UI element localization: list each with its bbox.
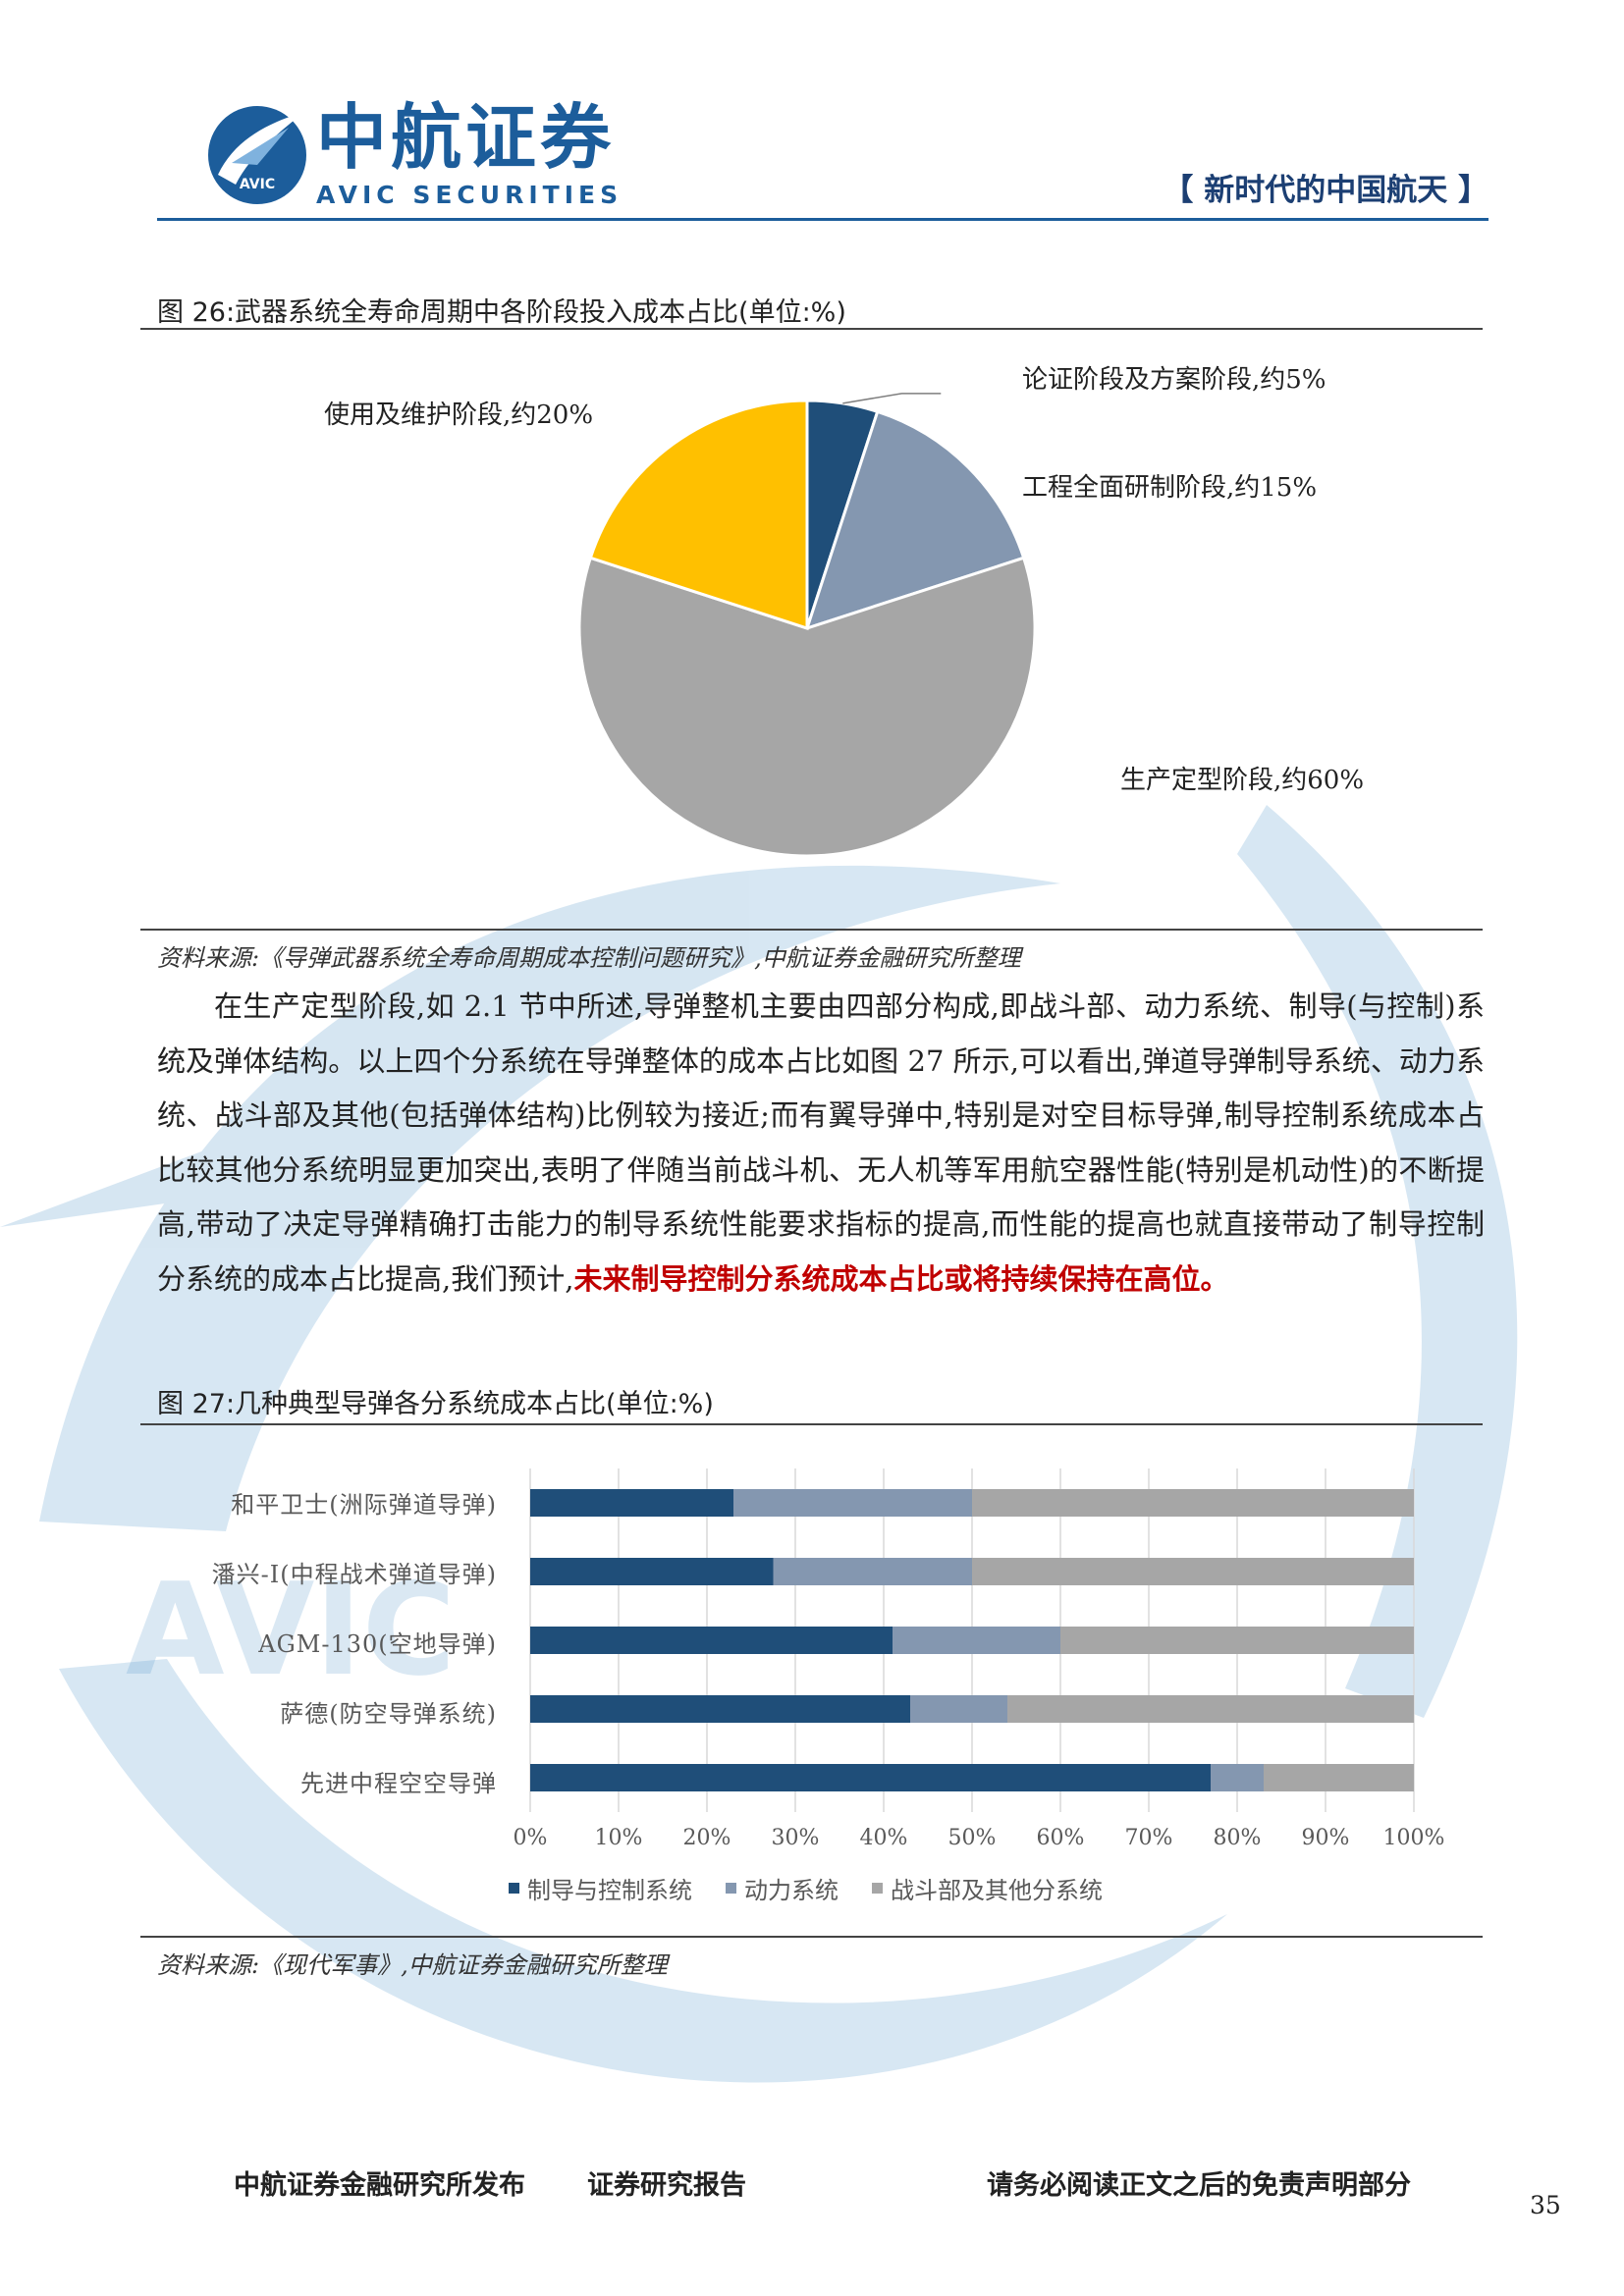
logo-badge-text: AVIC — [240, 177, 275, 192]
footer-disclaimer: 请务必阅读正文之后的免责声明部分 — [987, 2170, 1411, 2201]
x-tick-label: 0% — [513, 1826, 548, 1850]
stacked-bar-chart — [529, 1468, 1415, 1812]
figure-26-source: 资料来源:《导弹武器系统全寿命周期成本控制问题研究》,中航证券金融研究所整理 — [157, 944, 1021, 972]
bar-segment — [530, 1558, 774, 1585]
pie-label-maintenance: 使用及维护阶段,约20% — [324, 400, 594, 430]
bar-segment — [530, 1627, 893, 1654]
legend-item-guidance: 制导与控制系统 — [509, 1871, 692, 1905]
footer-report-type: 证券研究报告 — [587, 2170, 746, 2201]
pie-label-demonstration: 论证阶段及方案阶段,约5% — [1022, 365, 1326, 395]
pie-label-development: 工程全面研制阶段,约15% — [1022, 473, 1318, 503]
bar-segment — [773, 1558, 972, 1585]
legend-label: 动力系统 — [744, 1877, 839, 1904]
x-tick-label: 20% — [682, 1826, 731, 1850]
pie-chart — [577, 393, 1037, 858]
page-number: 35 — [1530, 2191, 1561, 2219]
bar-segment — [1264, 1764, 1414, 1791]
x-tick-label: 10% — [594, 1826, 643, 1850]
x-tick-label: 100% — [1382, 1826, 1445, 1850]
x-tick-label: 90% — [1301, 1826, 1350, 1850]
x-tick-label: 80% — [1213, 1826, 1262, 1850]
legend-item-propulsion: 动力系统 — [726, 1871, 839, 1905]
bar-category-label: 和平卫士(洲际弹道导弹) — [231, 1491, 497, 1519]
pie-leader-line — [842, 393, 942, 404]
x-tick-label: 50% — [947, 1826, 997, 1850]
bar-segment — [1007, 1695, 1414, 1723]
logo-text-cn: 中航证券 — [316, 96, 616, 179]
bar-category-label: 萨德(防空导弹系统) — [280, 1700, 497, 1728]
header-divider — [157, 218, 1489, 221]
bar-segment — [530, 1764, 1211, 1791]
bar-segment — [893, 1627, 1060, 1654]
x-tick-label: 30% — [771, 1826, 820, 1850]
pie-slice — [588, 399, 809, 631]
pie-label-production: 生产定型阶段,约60% — [1120, 766, 1365, 795]
figure-26-top-rule — [140, 328, 1483, 330]
legend-swatch — [509, 1883, 519, 1894]
footer-publisher: 中航证券金融研究所发布 — [234, 2170, 525, 2201]
logo-text-en: AVIC SECURITIES — [316, 181, 623, 209]
body-paragraph: 在生产定型阶段,如 2.1 节中所述,导弹整机主要由四部分构成,即战斗部、动力系… — [157, 980, 1485, 1307]
bar-segment — [733, 1489, 972, 1517]
figure-27-source: 资料来源:《现代军事》,中航证券金融研究所整理 — [157, 1951, 668, 1979]
legend-label: 战斗部及其他分系统 — [891, 1877, 1103, 1904]
bar-category-label: 潘兴-Ⅰ(中程战术弹道导弹) — [211, 1561, 497, 1588]
bar-segment — [1211, 1764, 1264, 1791]
x-tick-label: 70% — [1124, 1826, 1173, 1850]
legend-swatch — [872, 1883, 883, 1894]
bar-segment — [972, 1489, 1414, 1517]
bar-segment — [530, 1695, 910, 1723]
body-paragraph-highlight: 未来制导控制分系统成本占比或将持续保持在高位。 — [573, 1261, 1229, 1296]
figure-27-top-rule — [140, 1423, 1483, 1425]
x-tick-label: 60% — [1036, 1826, 1085, 1850]
figure-27-bottom-rule — [140, 1936, 1483, 1938]
legend-swatch — [726, 1883, 736, 1894]
chart-legend: 制导与控制系统 动力系统 战斗部及其他分系统 — [509, 1871, 1103, 1905]
avic-logo-icon: AVIC — [208, 106, 306, 204]
x-tick-label: 40% — [859, 1826, 908, 1850]
bar-segment — [530, 1489, 733, 1517]
pie-slice — [577, 556, 1037, 858]
report-series-tag: 【 新时代的中国航天 】 — [1163, 173, 1489, 208]
figure-27-title: 图 27:几种典型导弹各分系统成本占比(单位:%) — [157, 1389, 714, 1419]
bar-segment — [910, 1695, 1007, 1723]
figure-26-title: 图 26:武器系统全寿命周期中各阶段投入成本占比(单位:%) — [157, 297, 846, 328]
bar-category-label: AGM-130(空地导弹) — [258, 1630, 497, 1658]
legend-label: 制导与控制系统 — [527, 1877, 692, 1904]
figure-26-bottom-rule — [140, 929, 1483, 931]
bar-segment — [1060, 1627, 1414, 1654]
legend-item-warhead: 战斗部及其他分系统 — [872, 1871, 1103, 1905]
bar-segment — [972, 1558, 1414, 1585]
body-paragraph-text: 在生产定型阶段,如 2.1 节中所述,导弹整机主要由四部分构成,即战斗部、动力系… — [157, 989, 1485, 1296]
bar-category-label: 先进中程空空导弹 — [300, 1770, 497, 1797]
